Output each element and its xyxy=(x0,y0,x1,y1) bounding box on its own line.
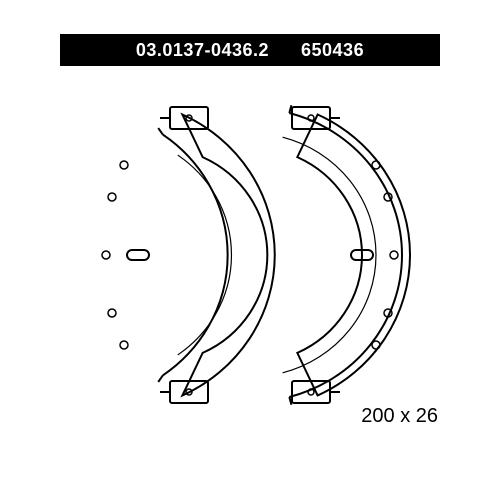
dimensions-label: 200 x 26 xyxy=(361,405,438,428)
part-number-long: 03.0137-0436.2 xyxy=(136,40,269,61)
part-header: 03.0137-0436.2 650436 xyxy=(60,34,440,66)
part-number-short: 650436 xyxy=(301,40,364,61)
diagram-svg xyxy=(60,85,440,425)
brake-shoe-diagram xyxy=(60,85,440,425)
